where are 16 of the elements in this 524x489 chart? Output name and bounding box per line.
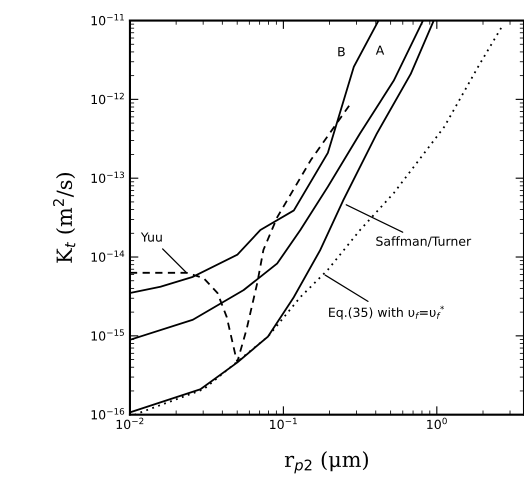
annotation: Yuu: [140, 232, 162, 242]
annotation: Saffman/Turner: [376, 236, 472, 247]
annotation: Eq.(35) with υ$_{f}$=υ$_{f}$$^{*}$: [329, 306, 444, 320]
x-tick-label: 10$^{0}$: [427, 418, 447, 430]
x-axis-title: r$_{p2}$ (μm): [284, 451, 368, 474]
y-tick-label: 10$^{−14}$: [92, 250, 124, 262]
y-tick-label: 10$^{−15}$: [92, 329, 124, 341]
y-tick-label: 10$^{−12}$: [92, 92, 124, 104]
y-tick-label: 10$^{−16}$: [92, 408, 124, 420]
y-axis-title: K$_{t}$ (m$^{2}$/s): [53, 173, 76, 263]
y-tick-label: 10$^{−11}$: [92, 14, 124, 26]
annotation: A: [376, 46, 384, 55]
x-tick-label: 10$^{−2}$: [116, 418, 144, 430]
y-tick-label: 10$^{−13}$: [92, 172, 124, 184]
annotation: B: [338, 47, 345, 56]
x-tick-label: 10$^{−1}$: [270, 418, 297, 430]
